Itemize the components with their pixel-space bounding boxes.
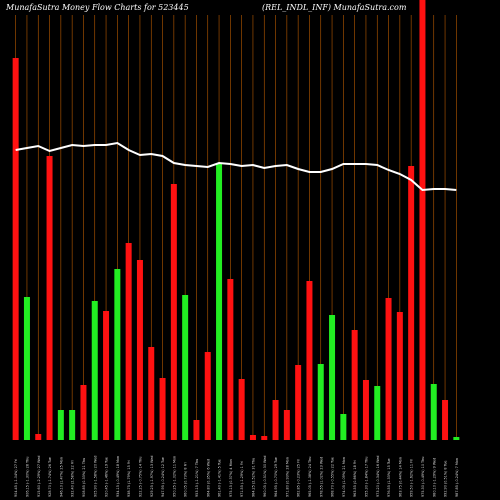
inflow-bar <box>91 301 98 440</box>
x-tick-label: 980.10 (-1.29%) 9 Wed <box>432 458 436 497</box>
inflow-bar <box>57 410 64 440</box>
inflow-bar <box>317 364 324 440</box>
outflow-bar <box>419 0 426 440</box>
inflow-bar <box>374 386 381 440</box>
x-tick-label: 971.80 (0.93%) 28 Mon <box>285 457 289 497</box>
x-tick-label: 922.25 (-0.75%) 14 Thu <box>138 457 142 497</box>
outflow-bar <box>136 260 143 440</box>
outflow-bar <box>396 312 403 440</box>
outflow-bar <box>193 420 200 440</box>
price-line <box>15 141 457 192</box>
outflow-bar <box>283 410 290 440</box>
outflow-bar <box>159 378 166 440</box>
inflow-bar <box>182 295 189 440</box>
x-tick-label: 928.70 (-1.74%) 26 Tue <box>48 457 52 497</box>
chart-title: MunafaSutra Money Flow Charts for 523445 <box>5 3 189 12</box>
inflow-bar <box>114 269 121 440</box>
x-tick-label: 975.15 (0.37%) 4 Mon <box>229 459 233 497</box>
x-tick-label: 915.60 (-2.29%) 27 Wed <box>37 456 41 497</box>
x-tick-label: 975.30 (-0.49%) 10 Thu <box>421 457 425 497</box>
x-tick-label: 955.30 (-1.84%) 17 Thu <box>364 457 368 497</box>
x-tick-label: 965.05 (-1.38%) 24 Thu <box>308 457 312 497</box>
outflow-bar <box>103 311 110 440</box>
outflow-bar <box>249 435 256 440</box>
x-tick-label: 904.45 (-1.04%) 27 Fri <box>14 459 18 497</box>
outflow-bar <box>408 166 415 440</box>
outflow-bar <box>385 298 392 440</box>
x-tick-label: 978.55 (1.02%) 23 Wed <box>319 457 323 497</box>
x-tick-label: 964.80 (0.35%) 6 Wed <box>206 459 210 497</box>
inflow-bar <box>340 414 347 440</box>
x-tick-label: 938.75 (1.79%) 15 Fri <box>127 460 131 497</box>
outflow-bar <box>272 400 279 440</box>
x-tick-label: 987.85 (-0.24%) 7 Mon <box>455 458 459 497</box>
x-tick-label: 932.40 (2.58%) 22 Fri <box>71 460 75 497</box>
outflow-bar <box>362 380 369 440</box>
outflow-bar <box>12 58 19 440</box>
x-tick-label: 962.85 (-0.23%) 25 Fri <box>297 459 301 497</box>
x-tick-label: 905.90 (-1.58%) 20 Wed <box>93 456 97 497</box>
x-tick-label: 934.15 (-0.49%) 18 Mon <box>116 456 120 497</box>
x-tick-label: 920.45 (-1.46%) 19 Tue <box>105 457 109 497</box>
inflow-bar <box>69 410 76 440</box>
outflow-bar <box>306 281 313 440</box>
outflow-bar <box>46 156 53 440</box>
chart-subtitle: (REL_INDL_INF) MunafaSutra.com <box>262 3 407 12</box>
x-tick-label: 929.25 (-1.97%) 13 Wed <box>150 456 154 497</box>
x-tick-label: 953.15 (-1.21%) 7 Thu <box>195 459 199 497</box>
x-tick-label: 960.05 (0.73%) 8 Fri <box>184 462 188 497</box>
x-tick-label: 946.10 (1.47%) 25 Mon <box>59 457 63 497</box>
outflow-bar <box>238 379 245 440</box>
x-tick-label: 950.25 (-1.02%) 11 Mon <box>172 456 176 497</box>
x-tick-label: 960.05 (-0.51%) 30 Wed <box>263 456 267 497</box>
x-tick-label: 976.55 (1.33%) 15 Tue <box>387 458 391 497</box>
price-line-layer <box>15 141 457 192</box>
tick-label-layer: 904.45 (-1.04%) 27 Fri 906.15 (-1.30%) 28… <box>14 456 459 497</box>
outflow-bar <box>35 434 42 440</box>
inflow-bar <box>453 437 460 440</box>
x-tick-label: 974.05 (1.09%) 21 Mon <box>342 457 346 497</box>
x-tick-label: 984.25 (2.52%) 31 Thu <box>251 458 255 497</box>
x-tick-label: 906.15 (-1.30%) 28 Thu <box>25 457 29 497</box>
outflow-bar <box>261 436 268 440</box>
outflow-bar <box>80 385 87 440</box>
outflow-bar <box>227 279 234 440</box>
inflow-bar <box>329 315 336 440</box>
x-tick-label: 908.85 (0.33%) 21 Thu <box>82 458 86 497</box>
bar-layer <box>12 0 460 440</box>
x-tick-label: 963.75 (0.44%) 14 Mon <box>398 457 402 497</box>
inflow-bar <box>430 384 437 440</box>
outflow-bar <box>170 184 177 440</box>
x-tick-label: 973.20 (-0.34%) 16 Wed <box>376 456 380 497</box>
outflow-bar <box>351 330 358 440</box>
inflow-bar <box>23 297 30 440</box>
outflow-bar <box>148 347 155 440</box>
inflow-bar <box>216 164 223 440</box>
outflow-bar <box>125 243 132 440</box>
x-tick-label: 959.50 (-1.62%) 11 Fri <box>410 459 414 497</box>
outflow-bar <box>442 400 449 440</box>
x-tick-label: 947.95 (-0.24%) 12 Tue <box>161 457 165 497</box>
x-tick-label: 968.70 (-0.55%) 22 Tue <box>331 457 335 497</box>
x-tick-label: 964.95 (-0.70%) 29 Tue <box>274 457 278 497</box>
x-tick-label: 963.55 (0.86%) 18 Fri <box>353 460 357 497</box>
outflow-bar <box>295 365 302 440</box>
outflow-bar <box>204 352 211 440</box>
x-tick-label: 992.90 (0.51%) 8 Tue <box>444 461 448 497</box>
x-tick-label: 971.55 (-1.29%) 1 Fri <box>240 461 244 497</box>
x-tick-label: 961.40 (-1.41%) 5 Tue <box>218 459 222 497</box>
